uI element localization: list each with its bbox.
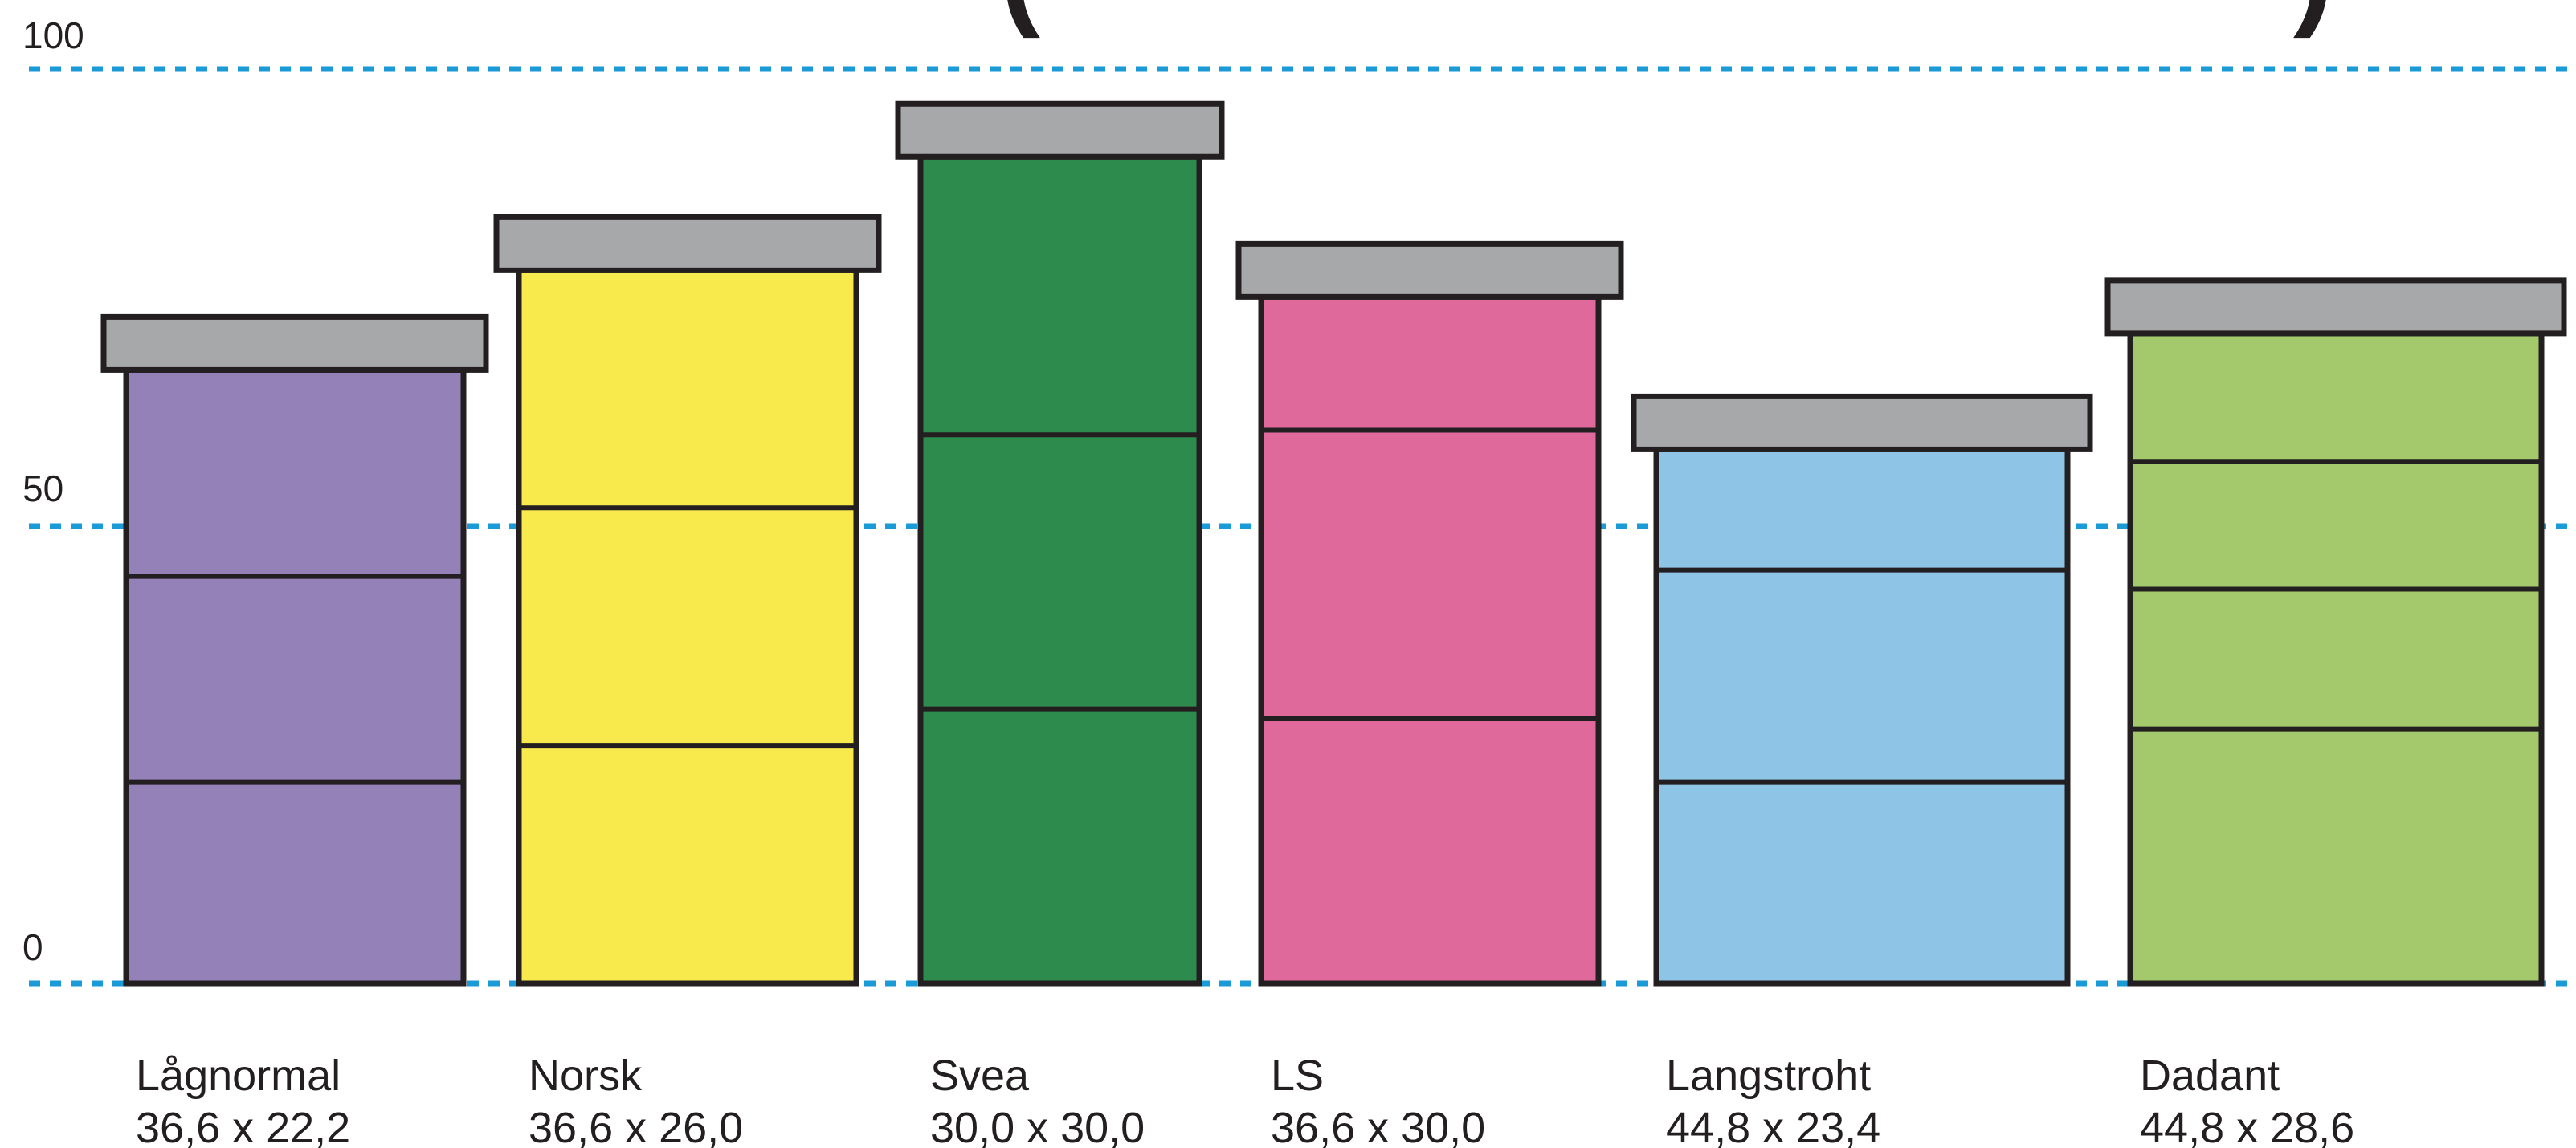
hive-roof-dadant <box>2104 277 2567 337</box>
hive-roof-ls <box>1235 240 1624 300</box>
title-fragment-close: ) <box>2293 0 2333 39</box>
hive-body-l-gnormal <box>123 366 467 987</box>
hive-name-norsk: Norsk <box>529 1052 643 1100</box>
hive-body-norsk <box>516 267 859 987</box>
hive-body-dadant <box>2127 330 2545 987</box>
hive-body-svea <box>917 153 1202 987</box>
hive-dims-ls: 36,6 x 30,0 <box>1271 1104 1485 1148</box>
hive-dims-l-gnormal: 36,6 x 22,2 <box>136 1104 350 1148</box>
hive-name-ls: LS <box>1271 1052 1324 1100</box>
hive-roof-svea <box>895 100 1225 160</box>
hive-body-ls <box>1258 293 1602 987</box>
hive-name-langstroht: Langstroht <box>1666 1052 1871 1100</box>
title-fragment-open: ( <box>1000 0 1040 39</box>
hive-roof-l-gnormal <box>100 313 489 373</box>
hive-name-l-gnormal: Lågnormal <box>136 1052 341 1100</box>
hive-name-dadant: Dadant <box>2140 1052 2280 1100</box>
hive-roof-langstroht <box>1631 393 2093 452</box>
hive-name-svea: Svea <box>930 1052 1030 1100</box>
y-tick-label-0: 0 <box>22 926 43 968</box>
hive-body-langstroht <box>1653 446 2071 987</box>
hive-dims-dadant: 44,8 x 28,6 <box>2140 1104 2354 1148</box>
hive-dims-langstroht: 44,8 x 23,4 <box>1666 1104 1880 1148</box>
hive-dims-svea: 30,0 x 30,0 <box>930 1104 1145 1148</box>
y-tick-label-100: 100 <box>22 14 84 56</box>
hive-dims-norsk: 36,6 x 26,0 <box>529 1104 743 1148</box>
hive-roof-norsk <box>493 214 882 273</box>
y-tick-label-50: 50 <box>22 468 63 509</box>
